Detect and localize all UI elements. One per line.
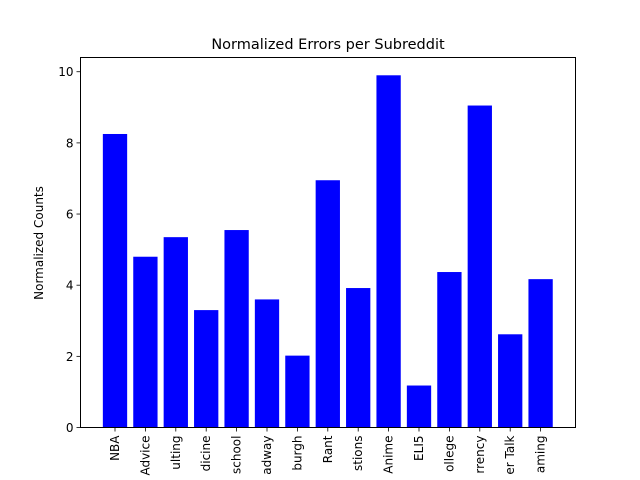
bar-9 xyxy=(376,75,401,428)
x-tick-label-14: aming xyxy=(534,436,548,474)
y-tick-label-1: 2 xyxy=(66,350,74,364)
bar-11 xyxy=(437,272,462,428)
x-tick-label-13: er Talk xyxy=(503,435,517,474)
bar-14 xyxy=(528,279,553,428)
y-tick-label-2: 4 xyxy=(66,279,74,293)
x-tick-label-7: Rant xyxy=(321,435,335,463)
x-tick-label-12: rrency xyxy=(473,436,487,474)
plot-frame xyxy=(80,57,576,428)
bar-8 xyxy=(346,288,371,428)
y-tick-label-3: 6 xyxy=(66,208,74,222)
y-tick-label-5: 10 xyxy=(58,65,73,79)
bar-5 xyxy=(254,299,280,428)
x-tick-label-11: ollege xyxy=(442,436,456,472)
x-tick-label-4: school xyxy=(230,436,244,474)
x-tick-label-2: ulting xyxy=(169,436,183,470)
x-tick-label-1: Advice xyxy=(138,436,152,476)
bar-7 xyxy=(315,180,340,428)
bar-2 xyxy=(163,237,188,428)
y-axis-ticks: 0 2 4 6 8 10 xyxy=(58,65,81,435)
x-tick-label-8: stions xyxy=(351,436,365,472)
bar-13 xyxy=(498,334,523,428)
x-tick-label-6: burgh xyxy=(290,436,304,471)
x-axis-ticks: NBA Advice ulting dicine school adway burgh Ran… xyxy=(108,427,548,476)
x-tick-label-3: dicine xyxy=(199,436,213,472)
y-tick-label-4: 8 xyxy=(66,136,74,150)
x-tick-label-5: adway xyxy=(260,436,274,475)
bar-6 xyxy=(285,355,310,428)
y-tick-label-0: 0 xyxy=(66,421,74,435)
bar-4 xyxy=(224,230,249,428)
x-tick-label-9: Anime xyxy=(382,436,396,474)
bar-10 xyxy=(406,385,432,428)
bars-group xyxy=(102,75,553,428)
bar-0 xyxy=(102,133,128,428)
bar-1 xyxy=(133,256,158,428)
x-tick-label-10: ELI5 xyxy=(412,436,426,461)
bar-12 xyxy=(467,105,492,428)
bar-3 xyxy=(194,310,219,428)
y-axis-label: Normalized Counts xyxy=(32,186,46,300)
chart-title: Normalized Errors per Subreddit xyxy=(211,37,445,53)
x-tick-label-0: NBA xyxy=(108,435,122,461)
